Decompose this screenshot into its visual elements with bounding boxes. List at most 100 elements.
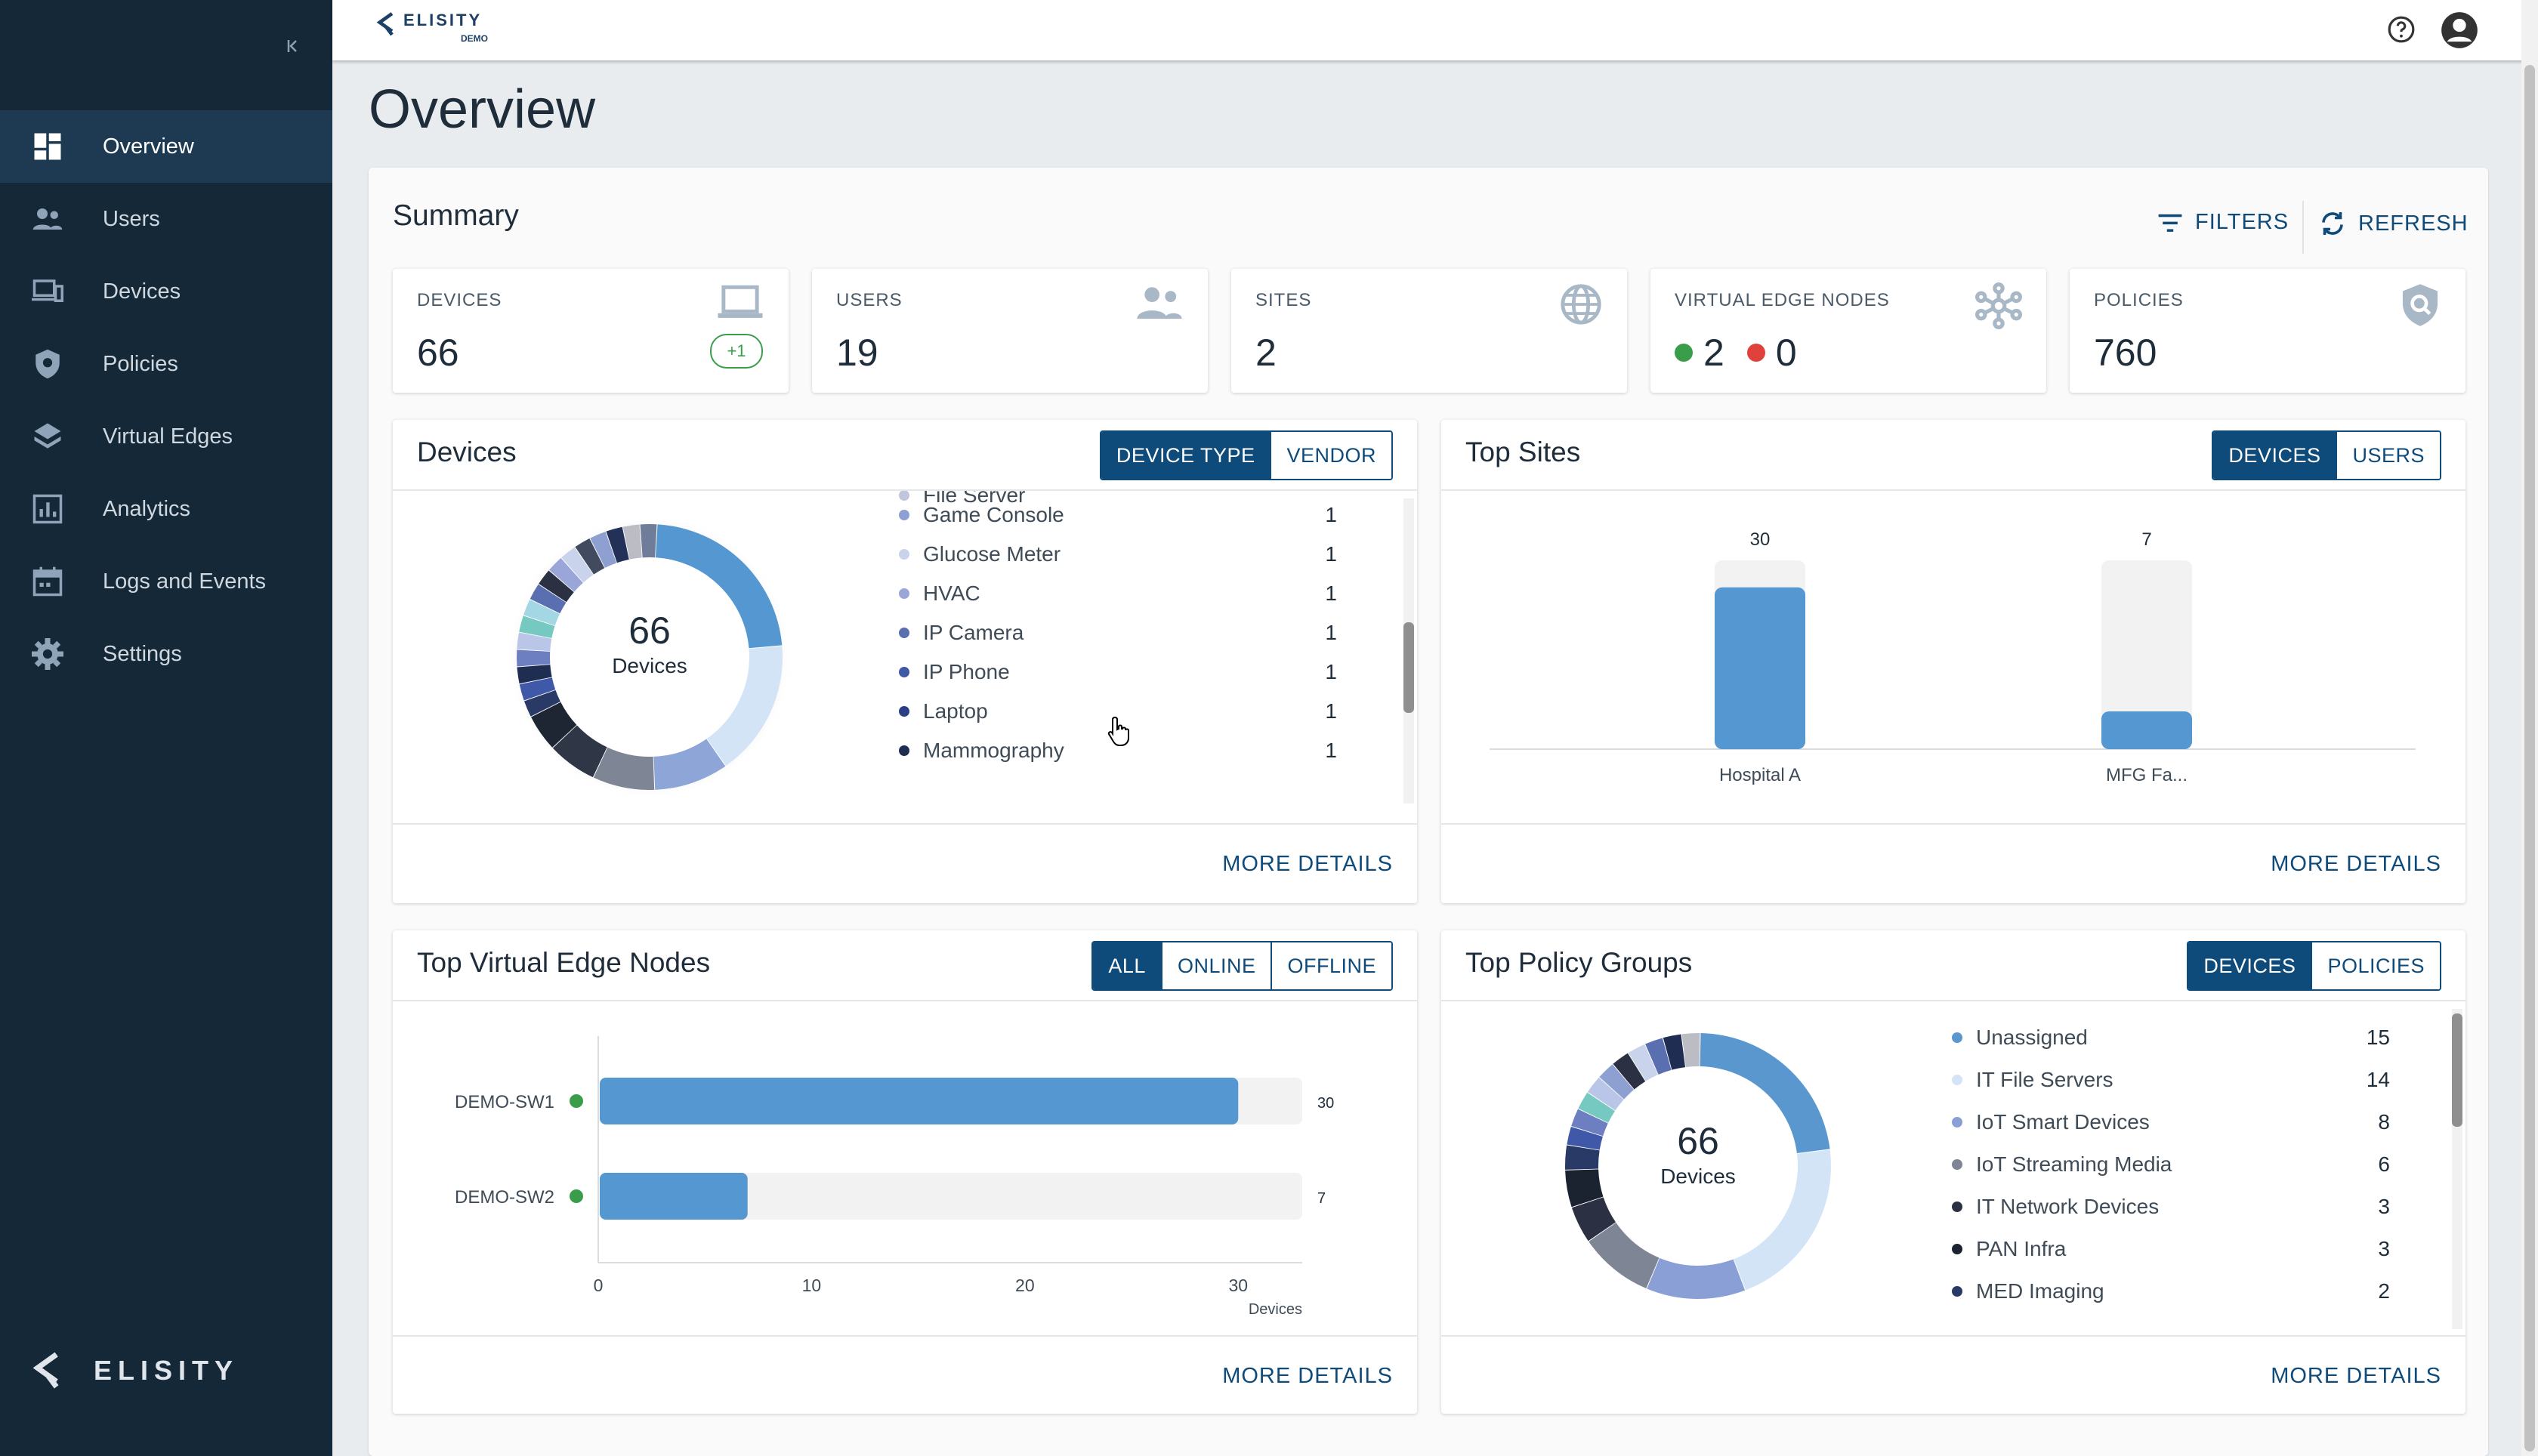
laptop-icon bbox=[716, 282, 764, 325]
donut-slice[interactable] bbox=[1734, 1149, 1831, 1291]
legend-item[interactable]: Mammography 1 bbox=[899, 730, 1337, 772]
donut-slice[interactable] bbox=[1587, 1077, 1624, 1111]
sidebar-item-analytics[interactable]: Analytics bbox=[0, 473, 332, 545]
legend-item[interactable]: HVAC 1 bbox=[899, 572, 1337, 615]
sites-stat-card[interactable]: SITES 2 bbox=[1231, 269, 1627, 393]
legend-item[interactable]: IP Camera 1 bbox=[899, 612, 1337, 654]
donut-slice[interactable] bbox=[606, 526, 629, 563]
tab-device-type[interactable]: DEVICE TYPE bbox=[1101, 432, 1271, 479]
donut-slice[interactable] bbox=[593, 747, 655, 790]
tab-devices[interactable]: DEVICES bbox=[2188, 942, 2311, 989]
donut-slice[interactable] bbox=[590, 531, 617, 568]
donut-slice[interactable] bbox=[1613, 1053, 1646, 1090]
scroll-thumb[interactable] bbox=[2452, 1013, 2462, 1127]
donut-slice[interactable] bbox=[531, 702, 577, 748]
donut-slice[interactable] bbox=[575, 538, 605, 575]
sidebar-item-policies[interactable]: Policies bbox=[0, 328, 332, 400]
brand-logo[interactable]: ELISITY DEMO bbox=[376, 11, 488, 44]
policies-stat-card[interactable]: POLICIES 760 bbox=[2070, 269, 2465, 393]
donut-slice[interactable] bbox=[549, 558, 583, 592]
donut-slice[interactable] bbox=[1567, 1127, 1603, 1150]
donut-slice[interactable] bbox=[1700, 1033, 1830, 1154]
donut-slice[interactable] bbox=[706, 646, 783, 767]
donut-slice[interactable] bbox=[1681, 1033, 1700, 1067]
x-axis-title: Devices bbox=[1249, 1301, 1302, 1318]
scroll-thumb[interactable] bbox=[1403, 622, 1414, 713]
more-details-link[interactable]: MORE DETAILS bbox=[2271, 852, 2441, 876]
bar[interactable] bbox=[600, 1173, 748, 1220]
page-scroll-thumb[interactable] bbox=[2524, 65, 2535, 1451]
donut-slice[interactable] bbox=[517, 632, 552, 652]
legend-value: 1 bbox=[1325, 660, 1337, 683]
donut-slice[interactable] bbox=[517, 649, 551, 667]
legend-item[interactable]: IoT Smart Devices 8 bbox=[1952, 1101, 2390, 1143]
donut-slice[interactable] bbox=[530, 584, 567, 614]
divider bbox=[1441, 1000, 2465, 1001]
donut-slice[interactable] bbox=[519, 615, 555, 638]
sidebar-item-users[interactable]: Users bbox=[0, 183, 332, 255]
legend-item[interactable]: Unassigned 15 bbox=[1952, 1016, 2390, 1059]
filters-button[interactable]: FILTERS bbox=[2157, 210, 2289, 235]
sidebar-item-settings[interactable]: Settings bbox=[0, 618, 332, 690]
sidebar-item-virtual-edges[interactable]: Virtual Edges bbox=[0, 400, 332, 473]
donut-slice[interactable] bbox=[517, 665, 552, 684]
donut-slice[interactable] bbox=[1589, 1223, 1660, 1289]
sidebar-item-devices[interactable]: Devices bbox=[0, 255, 332, 328]
bar[interactable] bbox=[1715, 587, 1805, 749]
donut-slice[interactable] bbox=[653, 739, 726, 790]
page-scrollbar[interactable] bbox=[2521, 0, 2538, 1456]
sidebar-item-overview[interactable]: Overview bbox=[0, 110, 332, 183]
donut-slice[interactable] bbox=[1628, 1044, 1658, 1081]
legend-item[interactable]: IP Phone 1 bbox=[899, 651, 1337, 693]
donut-slice[interactable] bbox=[1663, 1034, 1686, 1070]
legend-item[interactable]: PAN Infra 3 bbox=[1952, 1228, 2390, 1270]
tab-online[interactable]: ONLINE bbox=[1160, 942, 1271, 989]
more-details-link[interactable]: MORE DETAILS bbox=[1222, 1364, 1393, 1388]
donut-slice[interactable] bbox=[655, 524, 783, 649]
tab-all[interactable]: ALL bbox=[1093, 942, 1161, 989]
users-stat-card[interactable]: USERS 19 bbox=[812, 269, 1208, 393]
donut-slice[interactable] bbox=[1647, 1257, 1746, 1299]
donut-slice[interactable] bbox=[561, 547, 594, 583]
donut-slice[interactable] bbox=[622, 524, 642, 560]
tab-devices[interactable]: DEVICES bbox=[2213, 432, 2336, 479]
donut-slice[interactable] bbox=[552, 725, 607, 778]
bar[interactable] bbox=[600, 1078, 1239, 1124]
help-circle-icon[interactable] bbox=[2387, 15, 2416, 48]
donut-slice[interactable] bbox=[539, 570, 574, 603]
legend-item[interactable]: IT Network Devices 3 bbox=[1952, 1186, 2390, 1228]
donut-slice[interactable] bbox=[1565, 1169, 1604, 1208]
more-details-link[interactable]: MORE DETAILS bbox=[1222, 852, 1393, 876]
donut-slice[interactable] bbox=[1565, 1145, 1600, 1170]
donut-slice[interactable] bbox=[1571, 1197, 1616, 1242]
devices-legend-scrollbar[interactable] bbox=[1403, 498, 1414, 804]
sidebar-item-logs-and-events[interactable]: Logs and Events bbox=[0, 545, 332, 618]
tab-policies[interactable]: POLICIES bbox=[2311, 942, 2440, 989]
donut-slice[interactable] bbox=[1599, 1064, 1634, 1100]
bar[interactable] bbox=[2101, 711, 2192, 749]
tab-offline[interactable]: OFFLINE bbox=[1271, 942, 1391, 989]
legend-item[interactable]: MED Imaging 2 bbox=[1952, 1270, 2390, 1313]
legend-item[interactable]: IT File Servers 14 bbox=[1952, 1059, 2390, 1101]
collapse-left-icon[interactable] bbox=[286, 36, 304, 60]
policy-groups-legend-scrollbar[interactable] bbox=[2452, 1009, 2462, 1329]
virtual-edge-nodes-stat-card[interactable]: VIRTUAL EDGE NODES 2 0 bbox=[1650, 269, 2046, 393]
legend-item[interactable]: Laptop 1 bbox=[899, 690, 1337, 733]
tab-vendor[interactable]: VENDOR bbox=[1270, 432, 1391, 479]
legend-item[interactable]: Game Console 1 bbox=[899, 494, 1337, 536]
donut-slice[interactable] bbox=[1571, 1109, 1608, 1137]
more-details-link[interactable]: MORE DETAILS bbox=[2271, 1364, 2441, 1388]
donut-slice[interactable] bbox=[523, 689, 560, 717]
donut-slice[interactable] bbox=[519, 677, 556, 701]
donut-slice[interactable] bbox=[1578, 1092, 1615, 1123]
devices-stat-card[interactable]: DEVICES 66 +1 bbox=[393, 269, 789, 393]
stat-label: SITES bbox=[1255, 290, 1312, 310]
refresh-button[interactable]: REFRESH bbox=[2319, 210, 2469, 237]
donut-slice[interactable] bbox=[523, 599, 560, 626]
legend-item[interactable]: Glucose Meter 1 bbox=[899, 533, 1337, 575]
donut-slice[interactable] bbox=[640, 524, 657, 558]
account-circle-icon[interactable] bbox=[2440, 11, 2479, 54]
tab-users[interactable]: USERS bbox=[2336, 432, 2440, 479]
donut-slice[interactable] bbox=[1645, 1038, 1672, 1075]
legend-item[interactable]: IoT Streaming Media 6 bbox=[1952, 1143, 2390, 1186]
